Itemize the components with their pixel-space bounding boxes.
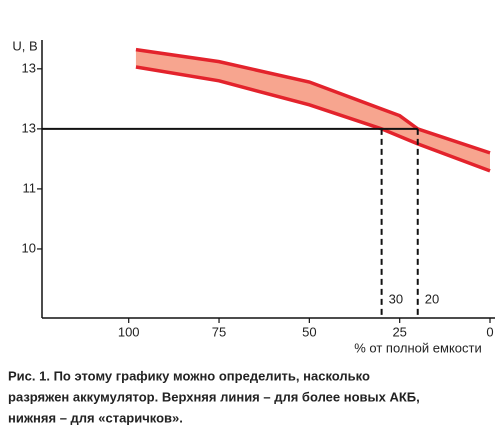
x-tick-label: 25 (392, 324, 406, 339)
line (135, 47, 491, 155)
x-axis-label: % от полной емкости (354, 340, 481, 355)
y-tick-label: 13 (22, 120, 36, 135)
line (135, 65, 491, 173)
y-tick-label: 11 (23, 180, 37, 195)
y-tick-label: 13 (22, 60, 36, 75)
y-tick-label: 10 (22, 240, 36, 255)
drop-line-label: 30 (389, 291, 403, 306)
caption-line: разряжен аккумулятор. Верхняя линия – дл… (8, 389, 420, 404)
drop-line-label: 20 (425, 291, 439, 306)
x-tick-label: 75 (212, 324, 226, 339)
band-fill (135, 49, 490, 171)
x-tick-label: 100 (118, 324, 140, 339)
caption-line: Рис. 1. По этому графику можно определит… (8, 368, 370, 383)
y-axis-label: U, B (12, 38, 37, 53)
x-tick-label: 0 (486, 324, 493, 339)
caption-line: нижняя – для «старичков». (8, 410, 183, 425)
x-tick-label: 50 (302, 324, 316, 339)
